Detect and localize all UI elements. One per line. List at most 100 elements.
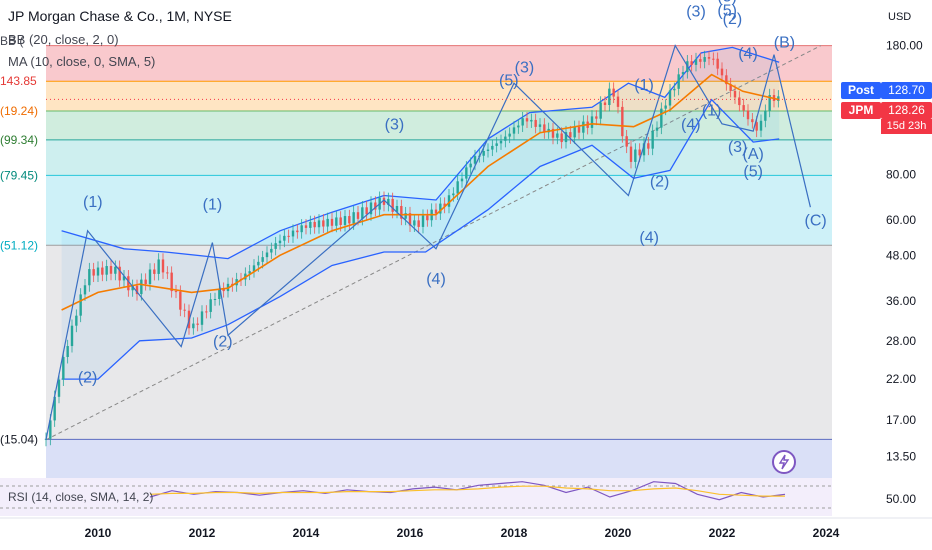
candle-body bbox=[603, 102, 607, 105]
candle-body bbox=[538, 124, 542, 127]
candle-body bbox=[725, 75, 728, 85]
fib-label: (15.04) bbox=[0, 432, 38, 446]
candle-body bbox=[642, 143, 646, 156]
wave-label: (1) bbox=[702, 102, 722, 119]
candle-body bbox=[283, 235, 286, 241]
candle-body bbox=[382, 197, 386, 205]
wave-label: (5) bbox=[717, 0, 737, 5]
time-tick: 2020 bbox=[605, 526, 632, 540]
candle-body bbox=[404, 213, 407, 219]
fib-zone-4 bbox=[46, 175, 832, 246]
candle-body bbox=[629, 146, 633, 162]
price-tick: 22.00 bbox=[886, 372, 916, 386]
candle-body bbox=[296, 230, 299, 233]
candle-body bbox=[733, 90, 737, 98]
candle-body bbox=[755, 122, 758, 131]
candle-body bbox=[759, 120, 763, 131]
candle-body bbox=[57, 379, 61, 397]
candle-body bbox=[491, 145, 494, 150]
candle-body bbox=[716, 58, 719, 69]
candle-body bbox=[460, 178, 464, 182]
candle-body bbox=[109, 266, 113, 274]
candle-body bbox=[179, 291, 182, 310]
candle-body bbox=[517, 125, 520, 128]
candle-body bbox=[114, 266, 117, 274]
candle-body bbox=[395, 205, 399, 212]
fib-zone-3 bbox=[46, 139, 832, 176]
wave-label: (5) bbox=[717, 2, 737, 19]
candle-body bbox=[387, 198, 390, 205]
candle-body bbox=[699, 59, 702, 62]
candle-body bbox=[738, 97, 741, 106]
candle-body bbox=[96, 267, 100, 276]
price-tick: 13.50 bbox=[886, 450, 916, 464]
wave-label: (3) bbox=[515, 59, 535, 76]
price-tick: 80.00 bbox=[886, 167, 916, 181]
candle-body bbox=[768, 95, 771, 111]
candle-body bbox=[560, 133, 563, 143]
wave-label: (5) bbox=[743, 163, 763, 180]
wave-label: (4) bbox=[681, 117, 701, 134]
candle-body bbox=[595, 116, 598, 119]
moving-average-legend[interactable]: MA (10, close, 0, SMA, 5) bbox=[8, 54, 156, 69]
fib-zone-0 bbox=[46, 45, 832, 82]
wave-label: (5) bbox=[499, 72, 519, 89]
candle-body bbox=[140, 279, 143, 295]
candle-body bbox=[625, 136, 628, 147]
candle-body bbox=[777, 96, 780, 101]
candle-body bbox=[257, 261, 260, 266]
candle-body bbox=[590, 116, 594, 128]
symbol-title[interactable]: JP Morgan Chase & Co., 1M, NYSE bbox=[8, 8, 232, 24]
bollinger-bands-legend[interactable]: BB (20, close, 2, 0) bbox=[8, 32, 119, 47]
wave-label: (3) bbox=[385, 117, 405, 134]
candle-body bbox=[88, 269, 91, 286]
bollinger-fill bbox=[61, 47, 780, 380]
fib-label: 143.85 bbox=[0, 74, 37, 88]
candle-body bbox=[265, 252, 269, 258]
candle-body bbox=[443, 203, 446, 207]
rsi-line bbox=[149, 481, 786, 501]
candle-body bbox=[166, 272, 169, 274]
candle-body bbox=[105, 266, 108, 275]
candle-body bbox=[261, 257, 264, 262]
candle-body bbox=[326, 218, 329, 227]
candle-body bbox=[651, 130, 654, 149]
candle-body bbox=[634, 149, 637, 162]
candle-body bbox=[551, 128, 555, 138]
price-tick: 28.00 bbox=[886, 334, 916, 348]
candle-body bbox=[53, 396, 56, 421]
wave-label: (2) bbox=[723, 11, 743, 28]
candle-body bbox=[278, 240, 282, 244]
candle-body bbox=[322, 220, 325, 227]
price-tick: 48.00 bbox=[886, 248, 916, 262]
candle-body bbox=[482, 151, 485, 156]
candle-body bbox=[508, 133, 511, 137]
candle-body bbox=[720, 68, 724, 76]
wave-label: (1) bbox=[83, 194, 103, 211]
time-tick: 2022 bbox=[709, 526, 736, 540]
candle-body bbox=[196, 323, 199, 325]
candle-body bbox=[677, 74, 680, 89]
wave-label: (B) bbox=[774, 34, 795, 51]
candle-body bbox=[222, 288, 225, 292]
wave-label: (A) bbox=[743, 146, 764, 163]
candle-body bbox=[668, 90, 672, 106]
candle-body bbox=[118, 266, 121, 281]
candle-body bbox=[712, 58, 715, 60]
candle-body bbox=[616, 96, 620, 107]
rsi-legend[interactable]: RSI (14, close, SMA, 14, 2) bbox=[8, 490, 154, 504]
wave-label: (2) bbox=[213, 334, 233, 351]
candle-body bbox=[447, 195, 451, 207]
candle-body bbox=[473, 156, 477, 164]
price-tick: 180.00 bbox=[886, 39, 923, 53]
moving-average-line bbox=[61, 73, 780, 311]
candle-body bbox=[200, 311, 204, 325]
candle-body bbox=[608, 88, 611, 105]
time-tick: 2012 bbox=[189, 526, 216, 540]
candle-body bbox=[729, 84, 732, 91]
candle-body bbox=[157, 259, 160, 274]
lightning-icon[interactable] bbox=[772, 450, 796, 474]
candle-body bbox=[673, 88, 676, 91]
